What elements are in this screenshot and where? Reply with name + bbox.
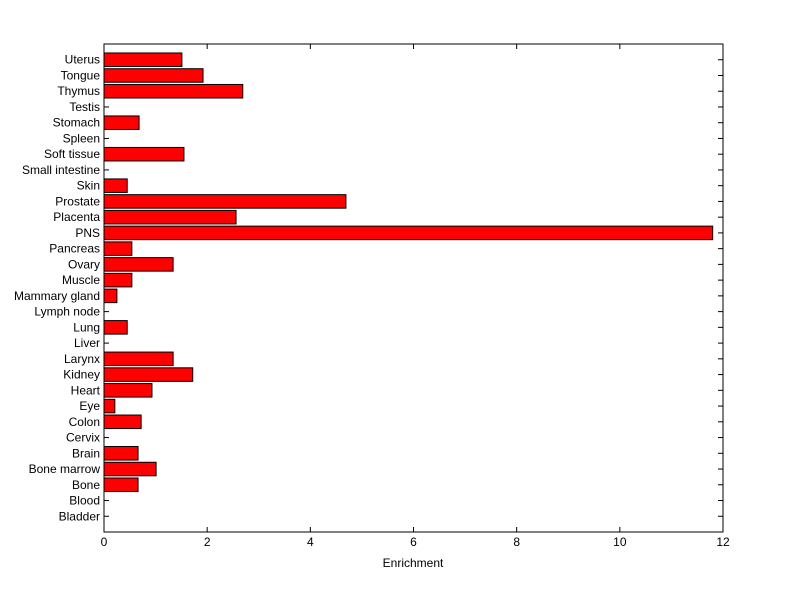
- y-tick-label: Soft tissue: [44, 147, 100, 161]
- y-tick-label: Cervix: [66, 431, 100, 445]
- axes-box: [103, 43, 724, 533]
- bar: [103, 398, 116, 414]
- y-tick-label: Ovary: [68, 257, 100, 271]
- bar: [103, 225, 714, 241]
- y-tick-label: Lung: [73, 320, 100, 334]
- bar: [103, 68, 204, 83]
- y-tick-label: Thymus: [57, 84, 100, 98]
- y-tick-label: Bladder: [59, 509, 100, 523]
- y-tick-label: Lymph node: [34, 305, 100, 319]
- y-tick-label: Heart: [71, 383, 101, 397]
- x-axis-label: Enrichment: [383, 556, 444, 570]
- y-tick-label: Kidney: [63, 368, 100, 382]
- bar: [103, 257, 174, 272]
- x-tick-label: 2: [204, 535, 211, 549]
- y-tick-label: Prostate: [55, 194, 100, 208]
- bar: [103, 146, 185, 162]
- y-tick-label: Blood: [69, 494, 100, 508]
- y-tick-label: Brain: [72, 446, 100, 460]
- bar: [103, 83, 244, 99]
- y-tick-label: Bone marrow: [29, 462, 101, 476]
- bar: [103, 288, 118, 304]
- x-tick-label: 0: [101, 535, 108, 549]
- bar: [103, 241, 133, 256]
- x-tick-label: 10: [613, 535, 627, 549]
- bar: [103, 383, 153, 398]
- y-tick-label: Larynx: [64, 352, 100, 366]
- y-tick-label: Testis: [69, 100, 100, 114]
- y-tick-label: Pancreas: [49, 242, 100, 256]
- x-tick-label: 8: [513, 535, 520, 549]
- y-tick-label: Spleen: [63, 131, 100, 145]
- y-tick-label: Muscle: [62, 273, 100, 287]
- y-tick-label: Colon: [69, 415, 100, 429]
- y-tick-label: Placenta: [53, 210, 100, 224]
- bar: [103, 367, 194, 382]
- bar: [103, 194, 347, 209]
- bar: [103, 477, 139, 493]
- bar: [103, 461, 157, 477]
- bar: [103, 272, 133, 288]
- bar: [103, 209, 237, 225]
- y-tick-label: Tongue: [61, 68, 101, 82]
- y-tick-label: Liver: [74, 336, 100, 350]
- bar: [103, 351, 174, 367]
- x-tick-label: 12: [716, 535, 730, 549]
- x-tick-label: 6: [410, 535, 417, 549]
- y-tick-label: PNS: [75, 226, 100, 240]
- y-tick-label: Small intestine: [22, 163, 100, 177]
- y-tick-label: Uterus: [65, 53, 100, 67]
- y-tick-label: Skin: [77, 179, 100, 193]
- bar: [103, 115, 140, 130]
- y-tick-label: Eye: [79, 399, 100, 413]
- bar: [103, 52, 183, 68]
- bar: [103, 178, 128, 193]
- y-tick-label: Mammary gland: [14, 289, 100, 303]
- bar: [103, 320, 128, 335]
- bar: [103, 446, 139, 461]
- bar: [103, 414, 142, 430]
- y-tick-label: Stomach: [53, 116, 100, 130]
- y-tick-label: Bone: [72, 478, 100, 492]
- x-tick-label: 4: [307, 535, 314, 549]
- plot-area: [104, 44, 723, 532]
